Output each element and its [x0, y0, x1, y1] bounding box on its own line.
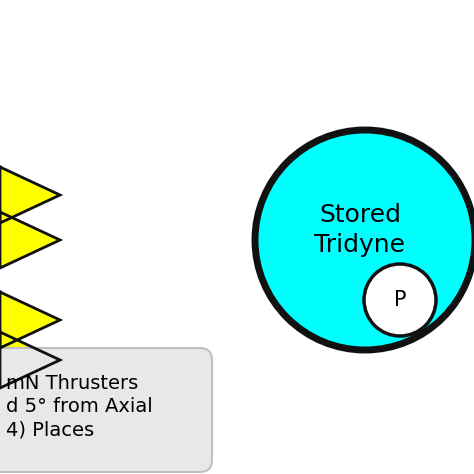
- FancyBboxPatch shape: [0, 348, 212, 472]
- Polygon shape: [0, 292, 60, 348]
- Text: Stored
Tridyne: Stored Tridyne: [315, 203, 405, 257]
- Circle shape: [255, 130, 474, 350]
- Polygon shape: [0, 212, 60, 268]
- Polygon shape: [0, 167, 60, 223]
- Polygon shape: [0, 332, 60, 388]
- Text: mN Thrusters
d 5° from Axial
4) Places: mN Thrusters d 5° from Axial 4) Places: [6, 374, 153, 440]
- Circle shape: [364, 264, 436, 336]
- Text: P: P: [394, 290, 406, 310]
